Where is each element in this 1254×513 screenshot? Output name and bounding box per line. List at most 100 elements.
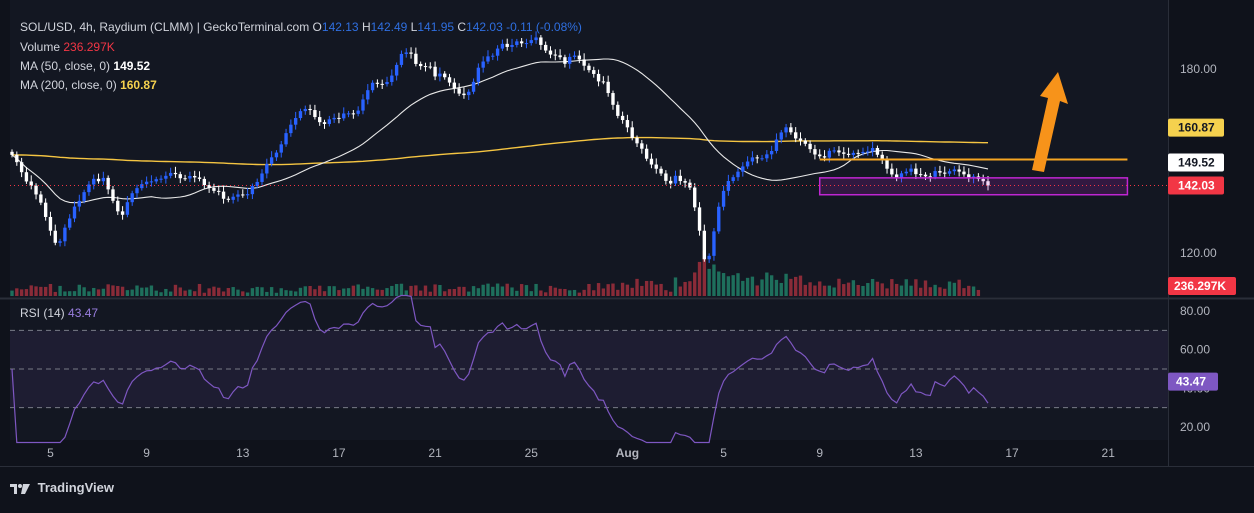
volume-bar <box>188 289 192 296</box>
candle-body <box>443 73 447 78</box>
candle-body <box>563 57 567 64</box>
candle-body <box>697 207 702 231</box>
candle-body <box>332 117 336 120</box>
candle-body <box>197 177 202 179</box>
candle-body <box>361 99 365 111</box>
volume-bar <box>683 281 687 296</box>
volume-bar <box>745 277 750 296</box>
volume-bar <box>832 287 836 296</box>
candle-body <box>356 110 360 114</box>
candle-body <box>92 178 96 185</box>
volume-bar <box>519 284 524 296</box>
time-tick-label: 9 <box>143 446 150 460</box>
up-arrow <box>1032 72 1068 172</box>
candle-body <box>837 150 841 153</box>
volume-bar <box>943 288 947 296</box>
volume-bar <box>63 291 67 296</box>
volume-bar <box>798 275 803 296</box>
time-tick-label: 21 <box>1102 446 1116 460</box>
candle-body <box>866 151 870 153</box>
volume-bar <box>106 284 110 296</box>
volume-bar <box>77 284 81 296</box>
volume-bar <box>938 287 942 296</box>
volume-bar <box>53 291 57 296</box>
candle-body <box>366 90 370 100</box>
volume-bar <box>154 290 158 296</box>
volume-bar <box>462 286 466 296</box>
candle-body <box>231 196 235 200</box>
candle-body <box>457 88 461 94</box>
volume-bar <box>808 282 812 296</box>
volume-bar <box>318 285 322 296</box>
volume-bar <box>572 289 577 296</box>
volume-bar <box>702 251 707 296</box>
ma200-line <box>12 136 988 166</box>
candle-body <box>664 173 668 181</box>
candle-body <box>938 171 942 173</box>
candle-body <box>433 66 437 77</box>
ohlc-value-o: 142.13 <box>321 20 359 34</box>
volume-bar <box>423 285 428 296</box>
volume-bar <box>640 285 644 296</box>
candle-body <box>221 191 226 199</box>
candle-body <box>572 55 577 57</box>
candle-body <box>596 73 601 82</box>
volume-bar <box>168 291 173 296</box>
volume-bar <box>337 290 341 296</box>
candle-body <box>688 182 692 188</box>
candle-body <box>447 77 452 83</box>
candle-body <box>116 200 120 212</box>
candle-body <box>327 119 332 124</box>
volume-bar <box>688 281 692 296</box>
volume-bar <box>116 285 120 296</box>
candle-body <box>168 172 173 176</box>
candle-body <box>986 181 990 186</box>
candle-body <box>212 188 216 191</box>
volume-bar <box>779 282 783 296</box>
volume-bar <box>34 286 38 296</box>
volume-bar <box>644 280 649 296</box>
candle-body <box>390 75 394 82</box>
ohlc-key-c: C <box>457 20 467 34</box>
candle-body <box>726 180 731 191</box>
tradingview-logo[interactable]: TradingView <box>10 480 114 495</box>
volume-bar <box>693 272 697 296</box>
volume-bar <box>909 285 913 296</box>
candle-body <box>452 82 457 89</box>
candle-body <box>322 122 327 124</box>
volume-bar <box>197 283 202 296</box>
volume-bar <box>794 276 798 296</box>
rsi-label-box <box>1168 372 1218 391</box>
volume-bar <box>630 287 634 296</box>
candle-body <box>404 52 408 54</box>
volume-bar <box>495 283 500 296</box>
price-pane <box>10 0 1168 297</box>
candle-body <box>851 152 856 155</box>
volume-bar <box>673 277 678 296</box>
candle-body <box>601 81 606 83</box>
candle-body <box>265 163 269 174</box>
volume-bar <box>48 283 53 296</box>
candle-body <box>370 82 375 91</box>
candle-body <box>919 174 923 176</box>
candle-body <box>967 174 971 179</box>
candle-body <box>183 178 187 180</box>
volume-bar <box>582 289 586 296</box>
candle-body <box>592 70 596 74</box>
volume-axis-label: 236.297K <box>1174 279 1226 293</box>
volume-bar <box>159 292 163 296</box>
volume-bar <box>471 286 476 296</box>
volume-bar <box>866 283 870 296</box>
volume-bar <box>717 271 721 296</box>
candle-body <box>818 154 822 157</box>
volume-bar <box>15 288 19 296</box>
volume-bar <box>837 278 841 296</box>
candle-body <box>620 115 625 121</box>
volume-bar <box>96 289 101 296</box>
ohlc-values: O142.13 H142.49 L141.95 C142.03 <box>313 20 507 34</box>
time-tick-label: 9 <box>816 446 823 460</box>
volume-bar <box>68 291 72 296</box>
volume-bar <box>418 290 423 296</box>
candle-body <box>750 157 755 162</box>
